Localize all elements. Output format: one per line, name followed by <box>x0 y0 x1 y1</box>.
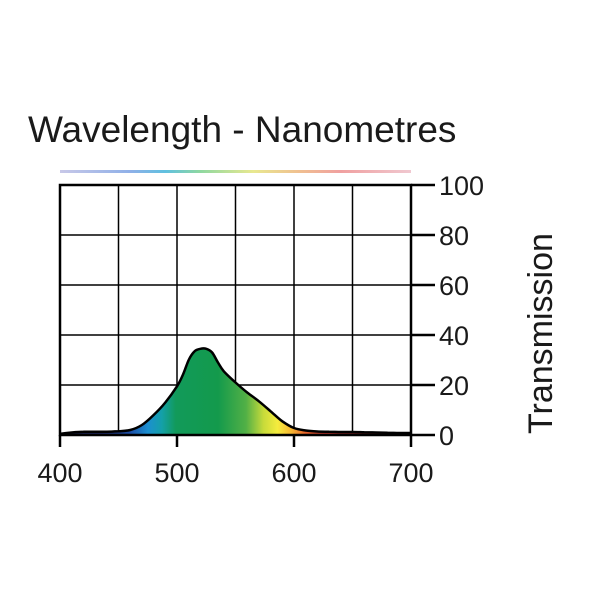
x-tick-label: 700 <box>388 458 433 488</box>
y-tick-label: 60 <box>439 271 469 301</box>
y-tick-label: 100 <box>439 171 484 201</box>
y-axis-label: Transmission <box>522 233 560 434</box>
y-tick-label: 40 <box>439 321 469 351</box>
plot-frame <box>58 183 413 437</box>
x-axis: 400 500 600 700 <box>37 435 434 488</box>
y-tick-label: 20 <box>439 371 469 401</box>
transmission-curve <box>59 347 411 436</box>
y-axis: 0 20 40 60 80 100 <box>411 171 484 451</box>
x-tick-label: 400 <box>37 458 82 488</box>
x-tick-label: 600 <box>271 458 316 488</box>
transmission-area <box>60 348 411 435</box>
y-tick-label: 80 <box>439 221 469 251</box>
x-tick-label: 500 <box>154 458 199 488</box>
chart-title: Wavelength - Nanometres <box>28 109 456 150</box>
spectrum-strip <box>60 170 411 173</box>
y-tick-label: 0 <box>439 421 454 451</box>
